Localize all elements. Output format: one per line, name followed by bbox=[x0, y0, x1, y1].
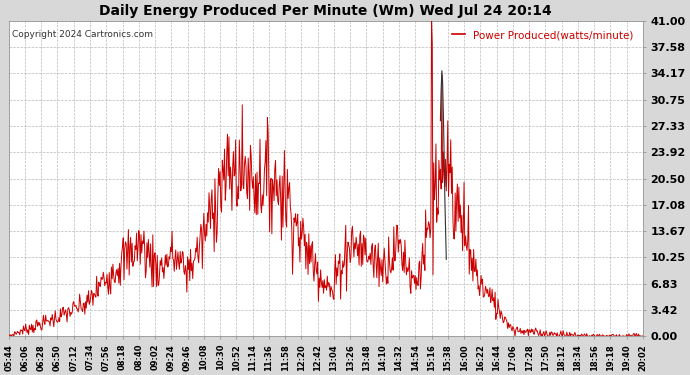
Title: Daily Energy Produced Per Minute (Wm) Wed Jul 24 20:14: Daily Energy Produced Per Minute (Wm) We… bbox=[99, 4, 552, 18]
Legend: Power Produced(watts/minute): Power Produced(watts/minute) bbox=[448, 26, 638, 44]
Text: Copyright 2024 Cartronics.com: Copyright 2024 Cartronics.com bbox=[12, 30, 153, 39]
